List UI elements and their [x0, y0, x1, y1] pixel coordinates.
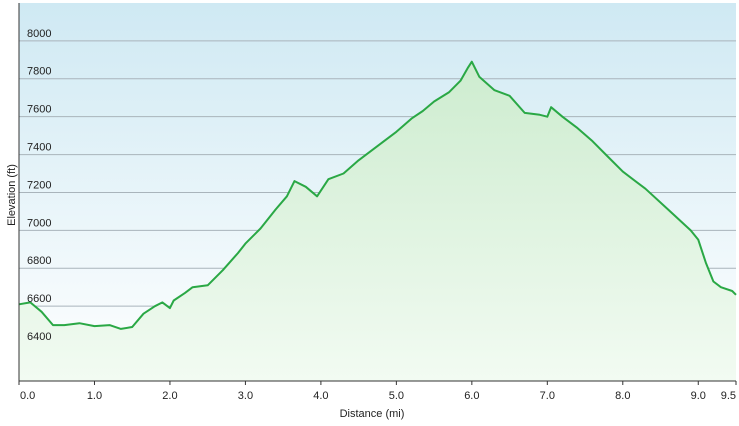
- y-tick-label: 6800: [27, 255, 51, 267]
- y-tick-label: 6600: [27, 293, 51, 305]
- y-tick-label: 7000: [27, 217, 51, 229]
- y-tick-label: 7400: [27, 141, 51, 153]
- x-tick-label: 5.0: [389, 390, 404, 402]
- x-axis-title: Distance (mi): [340, 408, 405, 420]
- x-tick-label: 1.0: [87, 390, 102, 402]
- area-fill: [19, 61, 736, 381]
- y-tick-label: 7600: [27, 104, 51, 116]
- y-tick-label: 8000: [27, 28, 51, 40]
- x-tick-label: 3.0: [238, 390, 253, 402]
- x-tick-label: 7.0: [540, 390, 555, 402]
- x-tick-label: 4.0: [313, 390, 328, 402]
- x-tick-label: 0.0: [20, 390, 35, 402]
- y-tick-label: 6400: [27, 331, 51, 343]
- x-tick-label: 6.0: [464, 390, 479, 402]
- y-tick-label: 7800: [27, 66, 51, 78]
- y-axis-title: Elevation (ft): [6, 164, 18, 226]
- x-tick-label: 2.0: [162, 390, 177, 402]
- y-tick-label: 7200: [27, 179, 51, 191]
- x-tick-label: 8.0: [615, 390, 630, 402]
- x-tick-label: 9.0: [691, 390, 706, 402]
- x-tick-label: 9.5: [721, 390, 736, 402]
- elevation-line: [18, 60, 737, 330]
